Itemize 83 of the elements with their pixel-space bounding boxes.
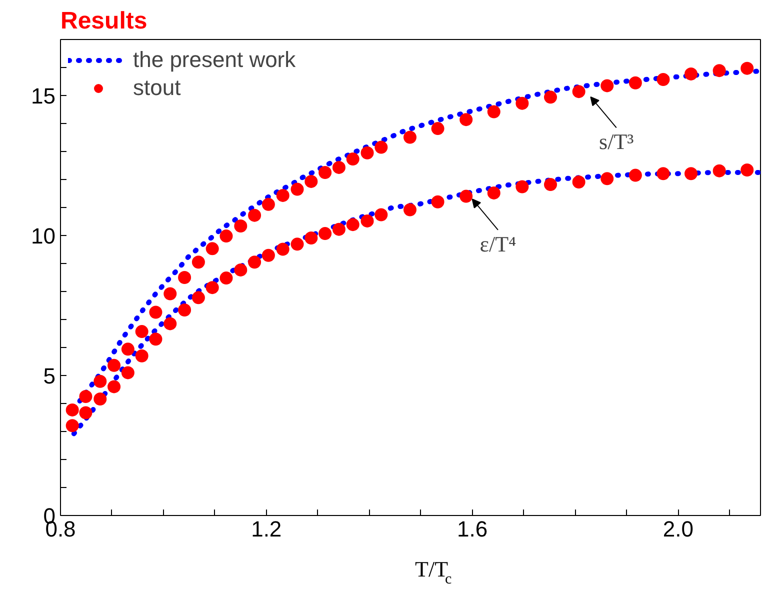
point bbox=[178, 303, 192, 316]
point bbox=[262, 198, 275, 211]
point bbox=[149, 306, 162, 319]
point bbox=[276, 188, 290, 202]
point bbox=[192, 256, 205, 269]
point bbox=[276, 242, 290, 256]
point bbox=[304, 232, 318, 245]
point bbox=[712, 164, 726, 178]
point bbox=[262, 248, 275, 262]
point bbox=[318, 166, 332, 179]
point bbox=[684, 67, 698, 80]
point bbox=[94, 392, 107, 406]
point bbox=[248, 256, 262, 269]
legend-label: stout bbox=[133, 75, 181, 101]
point bbox=[234, 263, 248, 276]
point bbox=[94, 374, 107, 388]
point bbox=[164, 317, 177, 330]
point bbox=[600, 172, 614, 186]
point bbox=[66, 403, 79, 416]
point bbox=[431, 195, 444, 208]
point bbox=[66, 419, 79, 432]
point bbox=[360, 214, 374, 228]
chart-title: Results bbox=[60, 8, 148, 34]
point bbox=[516, 180, 529, 194]
point bbox=[544, 178, 557, 192]
point bbox=[121, 342, 134, 356]
point bbox=[374, 208, 388, 222]
point bbox=[206, 242, 219, 256]
point bbox=[544, 90, 557, 104]
point bbox=[178, 271, 192, 284]
point bbox=[487, 105, 500, 118]
y-tick-label: 15 bbox=[31, 84, 56, 108]
x-tick-label: 1.6 bbox=[456, 516, 488, 542]
point bbox=[374, 140, 388, 154]
point bbox=[460, 113, 473, 126]
y-tick-label: 10 bbox=[31, 224, 56, 248]
point bbox=[290, 182, 304, 196]
point bbox=[206, 281, 219, 294]
point bbox=[108, 380, 121, 394]
point bbox=[135, 349, 148, 362]
point bbox=[628, 168, 642, 182]
point bbox=[121, 366, 134, 380]
point bbox=[220, 230, 233, 243]
point bbox=[164, 287, 177, 300]
point bbox=[79, 406, 92, 420]
x-tick-label: 2.0 bbox=[662, 516, 694, 542]
legend-label: the present work bbox=[133, 47, 296, 73]
point bbox=[684, 167, 698, 180]
point bbox=[149, 332, 162, 346]
x-tick-label: 1.2 bbox=[251, 516, 282, 542]
point bbox=[79, 390, 92, 403]
point bbox=[572, 85, 586, 98]
point bbox=[304, 174, 318, 188]
point bbox=[220, 272, 233, 285]
point bbox=[360, 146, 374, 160]
point bbox=[516, 96, 529, 110]
point bbox=[628, 76, 642, 90]
point bbox=[656, 73, 670, 86]
point bbox=[740, 163, 754, 176]
point bbox=[656, 167, 670, 180]
point bbox=[234, 219, 248, 232]
point bbox=[403, 130, 416, 144]
y-tick-label: 5 bbox=[43, 364, 56, 388]
point bbox=[192, 291, 205, 304]
point bbox=[740, 62, 754, 75]
point bbox=[332, 222, 346, 236]
point bbox=[403, 203, 416, 216]
annotation: ε/T⁴ bbox=[480, 231, 517, 256]
point bbox=[346, 218, 360, 232]
point bbox=[248, 208, 262, 222]
point bbox=[460, 190, 473, 203]
point bbox=[290, 238, 304, 251]
point bbox=[572, 176, 586, 189]
point bbox=[712, 64, 726, 78]
point bbox=[332, 160, 346, 174]
point bbox=[487, 186, 500, 200]
point bbox=[108, 358, 121, 372]
point bbox=[431, 122, 444, 136]
annotation: s/T³ bbox=[599, 129, 634, 154]
point bbox=[318, 227, 332, 240]
point bbox=[135, 325, 148, 338]
point bbox=[346, 152, 360, 166]
point bbox=[600, 79, 614, 92]
